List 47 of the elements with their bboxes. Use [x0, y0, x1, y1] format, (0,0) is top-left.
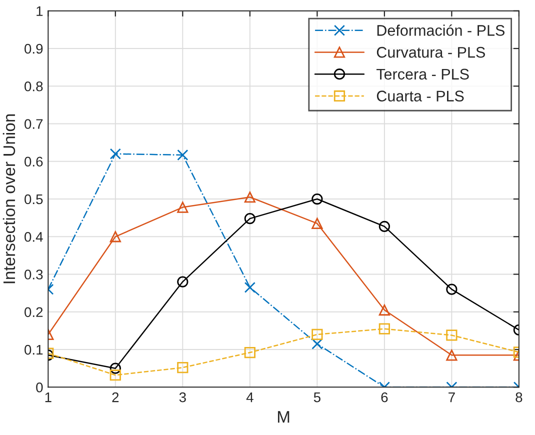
legend-label: Deformación - PLS — [377, 24, 505, 36]
point — [312, 328, 323, 340]
y-tick-label: 0.2 — [24, 307, 43, 318]
x-tick-label: 3 — [179, 392, 186, 402]
point — [446, 330, 458, 341]
legend-label: Tercera - PLS — [376, 68, 469, 80]
point — [177, 362, 188, 374]
point — [110, 231, 121, 242]
y-tick-label: 0.4 — [24, 232, 43, 242]
x-tick-label: 8 — [516, 392, 522, 402]
point — [110, 362, 121, 374]
point — [244, 213, 256, 224]
point — [312, 193, 323, 205]
point — [110, 370, 121, 381]
x-tick-label: 7 — [448, 392, 455, 402]
y-tick-label: 1 — [36, 6, 43, 16]
point — [110, 148, 121, 160]
y-tick-label: 0.1 — [24, 344, 43, 355]
y-tick-label: 0.6 — [24, 156, 43, 167]
point — [244, 346, 256, 358]
point — [446, 284, 458, 295]
point — [312, 338, 323, 350]
x-axis-title: M — [278, 411, 290, 423]
point — [378, 323, 390, 334]
point — [177, 149, 188, 161]
legend-label: Curvatura - PLS — [376, 46, 485, 58]
point — [312, 218, 323, 230]
x-tick-label: 2 — [112, 392, 119, 402]
x-tick-label: 4 — [246, 392, 254, 402]
y-tick-label: 0.7 — [24, 119, 43, 129]
legend-label: Cuarta - PLS — [376, 90, 464, 102]
y-tick-label: 0 — [36, 382, 43, 392]
y-tick-label: 0.8 — [24, 81, 43, 92]
point — [177, 276, 188, 288]
x-tick-label: 6 — [381, 392, 388, 402]
point — [446, 350, 458, 361]
x-tick-label: 1 — [45, 392, 52, 402]
y-axis-title: Intersection over Union — [2, 114, 16, 284]
y-tick-label: 0.9 — [24, 44, 43, 54]
point — [378, 304, 390, 316]
point — [244, 192, 256, 203]
x-tick-label: 5 — [314, 392, 320, 402]
point — [378, 220, 390, 232]
y-tick-label: 0.5 — [24, 194, 43, 204]
y-tick-label: 0.3 — [24, 270, 43, 280]
point — [177, 202, 188, 213]
point — [244, 282, 256, 293]
